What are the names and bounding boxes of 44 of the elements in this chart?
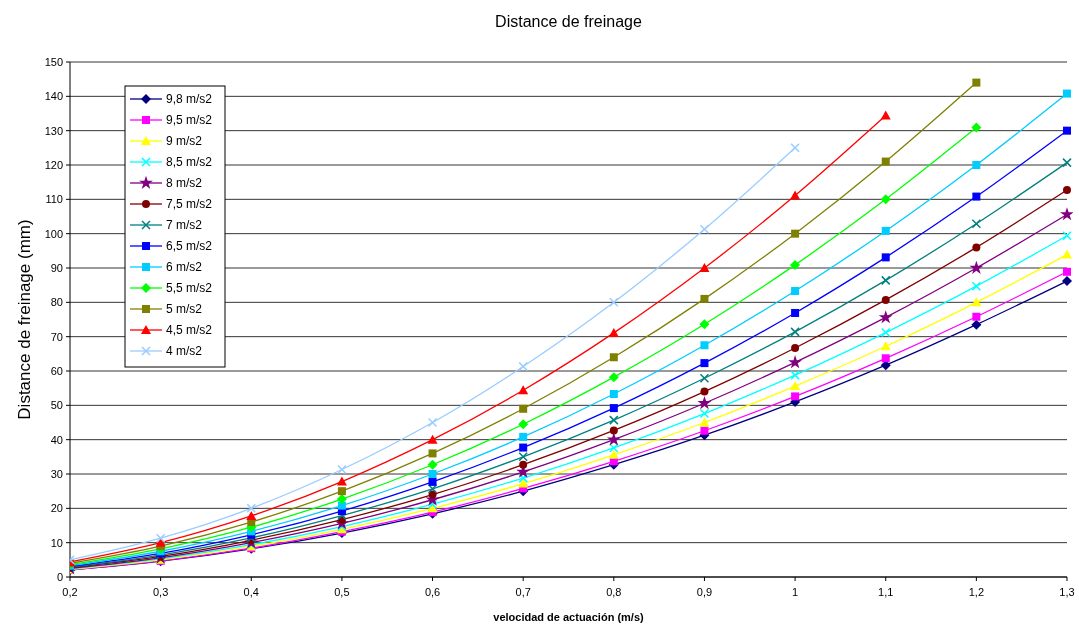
y-tick-label: 90	[50, 262, 63, 274]
x-tick-label: 0,8	[606, 586, 622, 598]
y-tick-label: 10	[50, 536, 63, 549]
x-tick-label: 0,4	[243, 586, 259, 598]
y-tick-label: 70	[50, 330, 63, 343]
legend-label: 9 m/s2	[166, 134, 203, 148]
y-tick-label: 140	[44, 90, 63, 103]
x-tick-label: 0,9	[696, 586, 713, 598]
legend-label: 8,5 m/s2	[166, 155, 213, 169]
y-tick-label: 0	[56, 571, 63, 583]
legend-label: 6,5 m/s2	[166, 239, 213, 253]
legend-label: 8 m/s2	[166, 176, 203, 190]
x-axis-title: velocidad de actuación (m/s)	[493, 611, 645, 623]
legend-label: 6 m/s2	[166, 260, 203, 274]
x-tick-label: 0,5	[334, 586, 350, 598]
y-tick-label: 30	[50, 468, 63, 480]
y-tick-label: 120	[44, 159, 63, 171]
y-tick-label: 50	[50, 399, 63, 412]
legend-label: 5 m/s2	[166, 302, 203, 316]
x-tick-label: 0,3	[152, 586, 169, 598]
legend-label: 4 m/s2	[166, 344, 203, 358]
legend-label: 4,5 m/s2	[166, 323, 213, 337]
x-tick-label: 1,3	[1059, 586, 1075, 598]
y-tick-label: 150	[44, 56, 63, 68]
y-tick-label: 100	[44, 227, 63, 240]
x-tick-label: 1,2	[968, 586, 985, 598]
x-tick-label: 1	[792, 586, 799, 598]
y-tick-label: 40	[50, 433, 63, 446]
y-tick-label: 110	[45, 193, 63, 206]
legend-label: 9,8 m/s2	[166, 92, 213, 106]
legend-label: 7 m/s2	[166, 218, 203, 232]
y-tick-label: 20	[50, 502, 63, 515]
x-tick-label: 0,7	[515, 586, 531, 598]
y-axis-title: Distance de freinage (mm)	[15, 219, 34, 420]
x-tick-label: 1,1	[878, 586, 894, 598]
legend-label: 7,5 m/s2	[166, 197, 213, 211]
legend-label: 5,5 m/s2	[166, 281, 213, 295]
chart-title: Distance de freinage	[495, 13, 642, 30]
x-tick-label: 0,2	[62, 586, 78, 598]
y-tick-label: 60	[50, 365, 63, 377]
x-tick-label: 0,6	[424, 586, 441, 598]
y-tick-label: 130	[44, 124, 63, 137]
y-tick-label: 80	[50, 296, 63, 309]
legend-label: 9,5 m/s2	[166, 113, 213, 127]
